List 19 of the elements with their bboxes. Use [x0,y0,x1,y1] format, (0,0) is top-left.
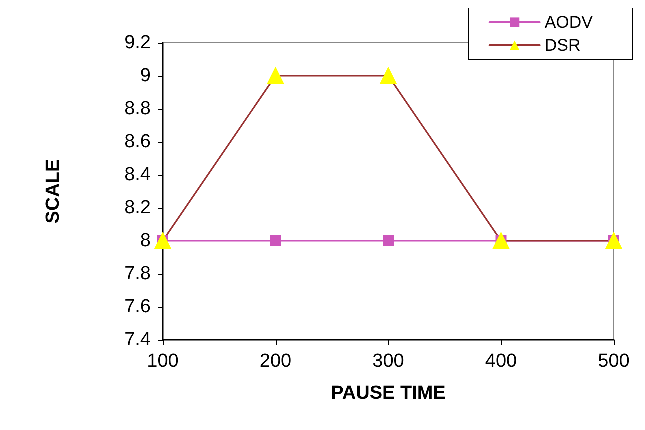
y-tick-label: 8.4 [124,164,152,186]
y-axis-title: SCALE [43,159,64,224]
x-tick-label: 400 [485,351,518,372]
y-tick-label: 8.2 [124,198,151,218]
x-axis-title: PAUSE TIME [331,383,446,404]
y-tick-label: 8.6 [124,132,151,152]
x-tick-label: 300 [372,351,404,372]
legend-label: DSR [544,36,581,55]
y-tick-label: 9 [140,66,151,86]
x-tick-label: 100 [147,351,179,372]
legend-label: AODV [544,13,594,32]
y-tick-label: 8.8 [124,98,151,120]
y-tick-label: 8 [140,230,151,252]
y-tick-label: 9.2 [124,32,151,54]
x-tick-label: 200 [260,351,292,372]
x-tick-label: 500 [598,351,630,372]
y-tick-label: 7.6 [124,296,151,318]
y-tick-label: 7.8 [124,264,151,284]
y-tick-label: 7.4 [124,330,152,350]
